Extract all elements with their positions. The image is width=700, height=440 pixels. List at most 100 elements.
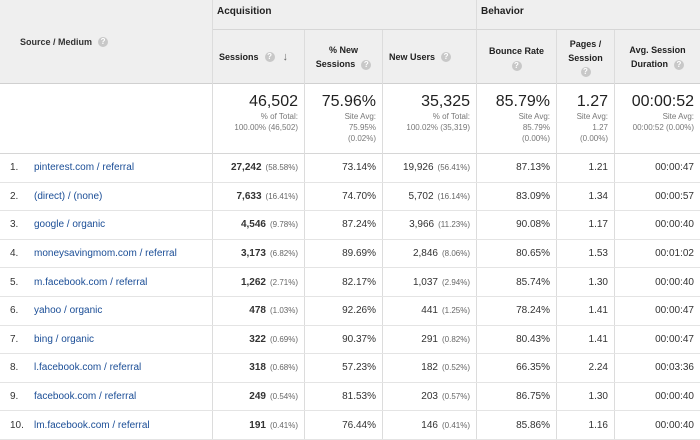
sessions-value: 1,262: [240, 276, 266, 288]
column-header-pages-session[interactable]: Pages / Session?: [557, 30, 615, 84]
avg-duration-cell: 00:01:02: [615, 240, 700, 268]
column-header-sessions[interactable]: Sessions? ↓: [213, 30, 305, 84]
help-icon[interactable]: ?: [511, 60, 522, 71]
row-index: 7.: [10, 333, 19, 345]
bounce-rate-cell: 80.43%: [477, 325, 557, 354]
new-users-cell: 3,966 (11.23%): [383, 211, 477, 239]
pages-session-value: 1.41: [588, 333, 608, 345]
sessions-percent: (0.41%): [269, 420, 298, 430]
help-icon[interactable]: ?: [580, 67, 591, 77]
avg-duration-value: 00:01:02: [655, 248, 694, 260]
totals-label-cell: [0, 84, 213, 154]
new-users-value: 3,966: [409, 219, 435, 231]
sessions-value: 7,633: [236, 190, 262, 202]
new-users-value: 441: [421, 305, 438, 317]
table-row: 2. (direct) / (none) 7,633 (16.41%) 74.7…: [0, 182, 700, 212]
sessions-percent: (0.69%): [269, 334, 298, 344]
column-header-bounce-rate[interactable]: Bounce Rate?: [477, 30, 557, 84]
sessions-percent: (0.68%): [269, 363, 298, 373]
help-icon[interactable]: ?: [98, 37, 109, 47]
pages-session-value: 1.17: [588, 219, 608, 231]
sessions-percent: (58.58%): [265, 163, 298, 173]
row-index: 3.: [10, 219, 19, 231]
column-header-new-users[interactable]: New Users?: [383, 30, 477, 84]
source-medium-cell: 6. yahoo / organic: [0, 296, 213, 325]
new-sessions-value: 89.69%: [342, 248, 376, 260]
new-users-percent: (16.14%): [437, 191, 470, 201]
help-icon[interactable]: ?: [361, 59, 372, 70]
pages-session-value: 2.24: [588, 362, 608, 374]
new-sessions-value: 74.70%: [342, 190, 376, 202]
source-medium-link[interactable]: l.facebook.com / referral: [34, 362, 142, 374]
table-row: 1. pinterest.com / referral 27,242 (58.5…: [0, 154, 700, 183]
sessions-value: 249: [249, 391, 266, 403]
avg-duration-value: 00:03:36: [655, 362, 694, 374]
row-index: 6.: [10, 305, 19, 317]
pages-session-cell: 2.24: [557, 354, 615, 382]
column-header-new-sessions[interactable]: % New Sessions?: [305, 30, 383, 84]
sessions-cell: 1,262 (2.71%): [213, 268, 305, 296]
avg-duration-value: 00:00:40: [655, 219, 694, 231]
new-users-cell: 2,846 (8.06%): [383, 239, 477, 268]
new-users-value: 2,846: [412, 248, 438, 260]
source-medium-link[interactable]: pinterest.com / referral: [34, 162, 135, 174]
source-medium-cell: 3. google / organic: [0, 211, 213, 239]
totals-sessions: 46,502 % of Total: 100.00% (46,502): [213, 84, 305, 154]
new-users-percent: (0.52%): [441, 363, 470, 373]
totals-avg-duration: 00:00:52 Site Avg: 00:00:52 (0.00%): [631, 93, 694, 132]
avg-duration-cell: 00:00:40: [615, 211, 700, 239]
source-medium-link[interactable]: lm.facebook.com / referral: [34, 419, 150, 431]
pages-session-value: 1.16: [588, 419, 608, 431]
source-medium-cell: 1. pinterest.com / referral: [0, 154, 213, 182]
new-sessions-cell: 90.37%: [305, 325, 383, 354]
bounce-rate-cell: 87.13%: [477, 154, 557, 182]
avg-duration-cell: 00:00:40: [615, 383, 700, 411]
new-sessions-value: 73.14%: [342, 162, 376, 174]
sessions-value: 191: [249, 419, 266, 431]
bounce-rate-cell: 83.09%: [477, 182, 557, 211]
new-users-value: 291: [421, 333, 438, 345]
bounce-rate-cell: 90.08%: [477, 211, 557, 239]
source-medium-cell: 10. lm.facebook.com / referral: [0, 411, 213, 439]
new-sessions-cell: 92.26%: [305, 296, 383, 325]
new-users-value: 182: [421, 362, 438, 374]
column-header-source-medium[interactable]: Source / Medium?: [0, 0, 213, 84]
sessions-cell: 4,546 (9.78%): [213, 211, 305, 239]
totals-new-sessions: 75.96% Site Avg: 75.95% (0.02%): [305, 84, 383, 154]
bounce-rate-value: 85.74%: [516, 276, 550, 288]
source-medium-link[interactable]: m.facebook.com / referral: [34, 276, 148, 288]
help-icon[interactable]: ?: [264, 52, 275, 62]
source-medium-link[interactable]: facebook.com / referral: [34, 391, 137, 403]
table-row: 5. m.facebook.com / referral 1,262 (2.71…: [0, 268, 700, 297]
row-index: 10.: [10, 419, 24, 431]
source-medium-cell: 5. m.facebook.com / referral: [0, 268, 213, 296]
source-medium-link[interactable]: yahoo / organic: [34, 305, 103, 317]
pages-session-cell: 1.16: [557, 411, 615, 439]
avg-duration-value: 00:00:47: [655, 305, 694, 317]
new-users-value: 19,926: [402, 162, 434, 174]
new-sessions-value: 82.17%: [342, 276, 376, 288]
sessions-cell: 322 (0.69%): [213, 325, 305, 354]
source-medium-link[interactable]: google / organic: [34, 219, 106, 231]
table-row: 4. moneysavingmom.com / referral 3,173 (…: [0, 239, 700, 269]
column-header-avg-duration[interactable]: Avg. Session Duration?: [629, 45, 686, 70]
new-sessions-cell: 87.24%: [305, 211, 383, 239]
pages-session-cell: 1.53: [557, 239, 615, 268]
help-icon[interactable]: ?: [441, 52, 452, 62]
table-row: 9. facebook.com / referral 249 (0.54%) 8…: [0, 382, 700, 412]
source-medium-link[interactable]: (direct) / (none): [34, 190, 103, 202]
pages-session-value: 1.53: [588, 248, 608, 260]
source-medium-link[interactable]: moneysavingmom.com / referral: [34, 248, 177, 260]
new-users-percent: (1.25%): [441, 306, 470, 316]
new-sessions-cell: 89.69%: [305, 239, 383, 268]
source-medium-link[interactable]: bing / organic: [34, 333, 95, 345]
help-icon[interactable]: ?: [674, 59, 684, 70]
row-index: 2.: [10, 190, 19, 202]
sort-arrow-icon[interactable]: ↓: [282, 51, 289, 63]
source-medium-cell: 9. facebook.com / referral: [0, 382, 213, 411]
sessions-cell: 318 (0.68%): [213, 354, 305, 382]
new-users-percent: (8.06%): [441, 249, 470, 259]
sessions-cell: 249 (0.54%): [213, 382, 305, 411]
bounce-rate-cell: 86.75%: [477, 382, 557, 411]
